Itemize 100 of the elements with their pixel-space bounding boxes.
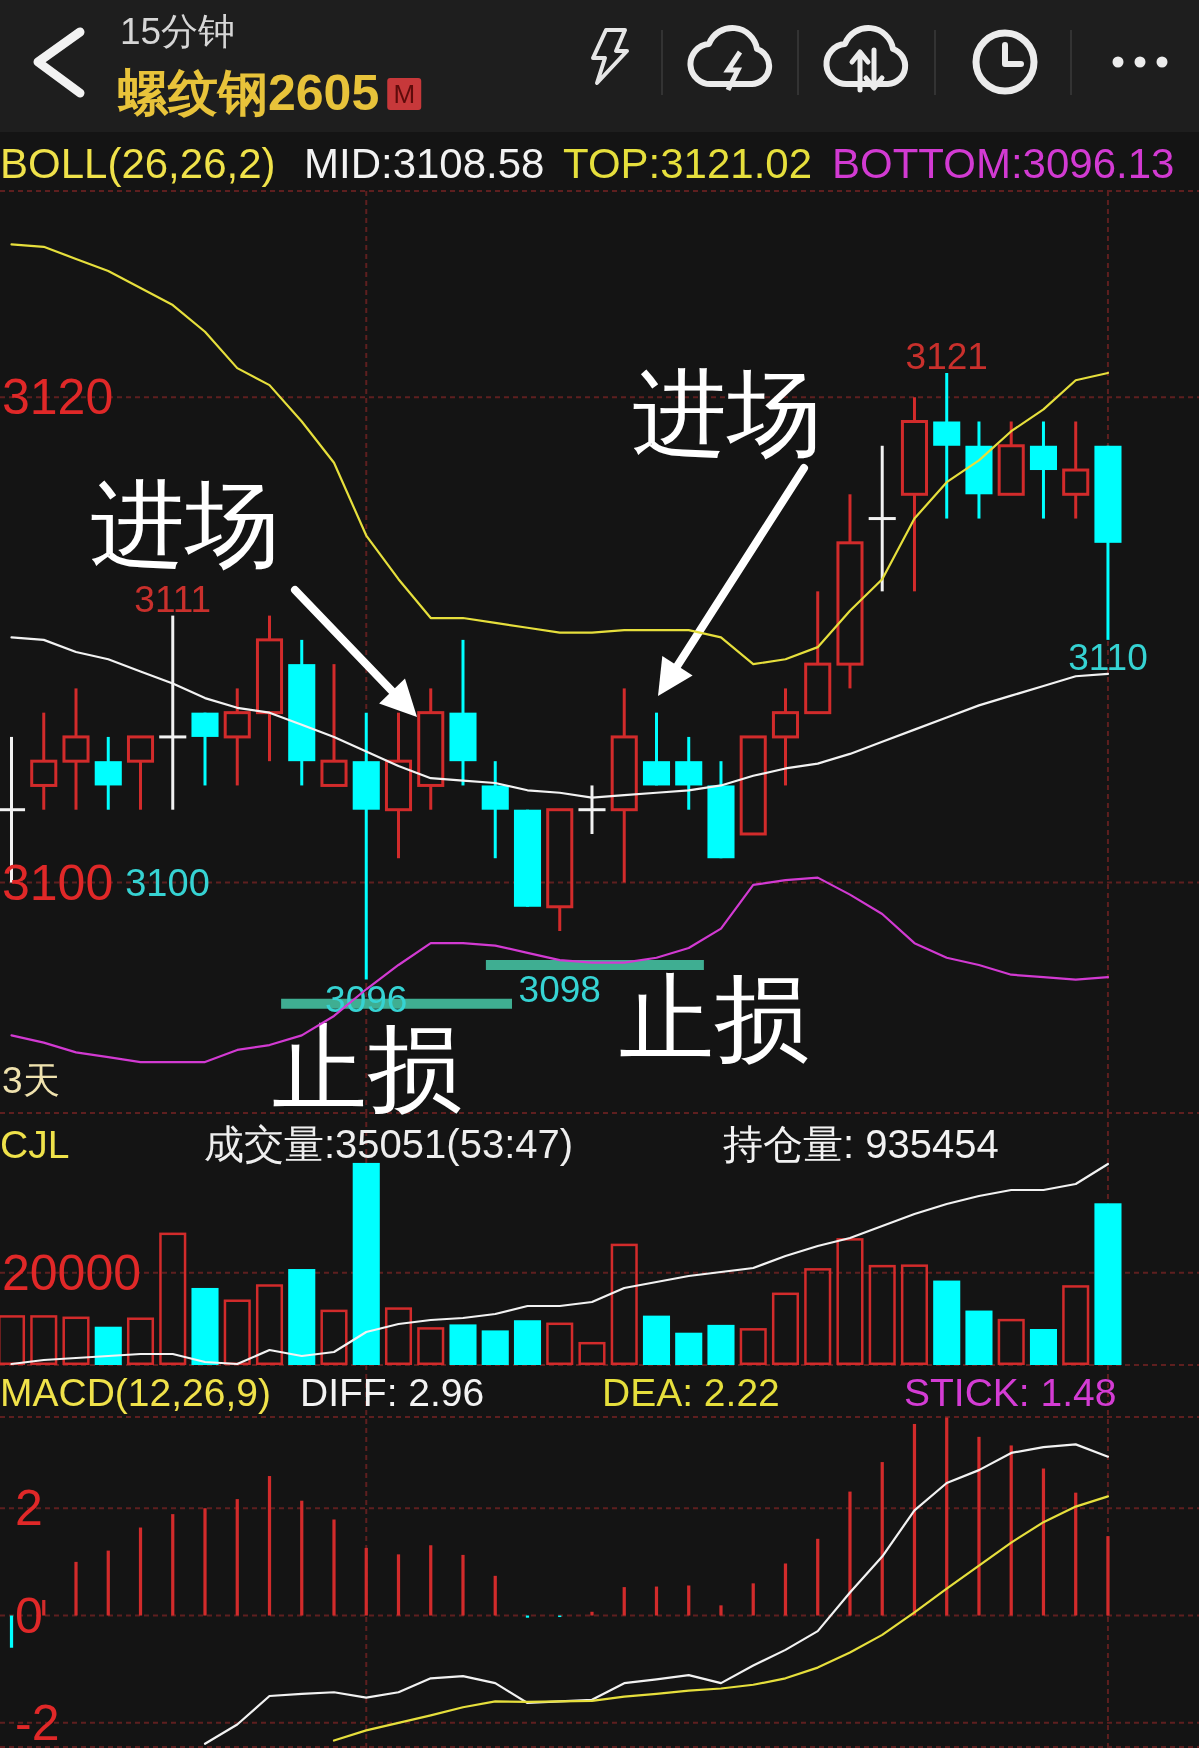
- annotation: 3天: [2, 1060, 60, 1101]
- chart-title: 螺纹钢2605: [117, 65, 380, 121]
- bar: [1062, 1285, 1090, 1365]
- bar: [255, 1284, 284, 1365]
- bar: [1094, 1203, 1122, 1365]
- bar: [203, 1508, 207, 1616]
- candlestick: [610, 688, 638, 883]
- bar: [1074, 1492, 1078, 1616]
- bar: [138, 1527, 143, 1616]
- candlestick: [771, 688, 800, 786]
- y-tick-label: 3100: [2, 854, 114, 911]
- bar: [384, 1307, 413, 1365]
- bar: [288, 1269, 316, 1365]
- annotation: 进场: [90, 471, 280, 577]
- candlestick: [804, 591, 832, 715]
- bar: [396, 1554, 401, 1616]
- ref-line-label: 止损: [619, 965, 809, 1071]
- candlestick: [223, 688, 251, 786]
- series-label: 持仓量: 935454: [723, 1122, 999, 1166]
- annotation: 3098: [518, 968, 601, 1010]
- bar: [429, 1545, 433, 1616]
- bar: [868, 1264, 896, 1365]
- bar: [191, 1287, 219, 1365]
- legend-title: MACD(12,26,9): [0, 1371, 271, 1414]
- bar: [977, 1436, 981, 1616]
- bar: [654, 1586, 659, 1616]
- bar: [62, 1316, 90, 1365]
- bar: [997, 1318, 1025, 1365]
- bar: [687, 1585, 691, 1616]
- annotation: 3111: [134, 578, 212, 620]
- bar: [1009, 1445, 1013, 1616]
- bar: [675, 1332, 703, 1365]
- candlestick: [997, 421, 1025, 496]
- bar: [771, 1292, 800, 1365]
- candlestick: [1062, 421, 1090, 519]
- candlestick: [868, 444, 896, 592]
- bar: [300, 1500, 304, 1616]
- bar: [74, 1561, 78, 1616]
- bar: [235, 1499, 239, 1616]
- text: MID:3108.58: [304, 140, 545, 187]
- bar: [912, 1423, 917, 1616]
- bar: [590, 1611, 594, 1616]
- legend-title: BOLL(26,26,2): [0, 140, 276, 187]
- bar: [42, 1599, 46, 1616]
- candlestick: [384, 712, 413, 860]
- y-tick-label: 20000: [2, 1244, 142, 1301]
- text: DEA: 2.22: [602, 1371, 780, 1414]
- y-tick-label: 2: [15, 1480, 43, 1537]
- bar: [493, 1575, 497, 1616]
- bar: [126, 1317, 155, 1365]
- annotation: 3100: [125, 861, 210, 904]
- bar: [836, 1238, 864, 1366]
- bar: [707, 1324, 735, 1365]
- bar: [332, 1519, 336, 1616]
- bar: [159, 1232, 187, 1365]
- chart-subtitle: 15分钟: [120, 11, 236, 52]
- bar: [642, 1315, 671, 1365]
- candlestick: [739, 735, 767, 836]
- bar: [30, 1315, 58, 1365]
- bar: [610, 1243, 638, 1365]
- bar: [578, 1341, 606, 1365]
- bar: [449, 1324, 477, 1365]
- bar: [9, 1615, 14, 1648]
- bar: [783, 1563, 788, 1616]
- candlestick: [417, 688, 445, 810]
- bar: [1041, 1468, 1046, 1616]
- candlestick: [836, 494, 864, 689]
- bar: [461, 1554, 465, 1616]
- bar: [751, 1583, 755, 1616]
- bar: [622, 1587, 626, 1616]
- annotation: 进场: [632, 360, 822, 466]
- bar: [816, 1538, 820, 1616]
- line-series: [332, 1495, 1110, 1742]
- bar: [965, 1310, 993, 1365]
- candlestick: [546, 808, 574, 932]
- candlestick: [62, 688, 90, 810]
- text: DIFF: 2.96: [300, 1371, 485, 1414]
- annotation: 成交量:35051(53:47): [204, 1122, 574, 1166]
- bar: [106, 1550, 110, 1616]
- candlestick: [255, 615, 284, 763]
- ref-line-label: 止损: [272, 1015, 462, 1121]
- y-tick-label: 0: [15, 1587, 43, 1644]
- bar: [848, 1491, 852, 1616]
- y-tick-label: -2: [15, 1694, 60, 1748]
- candlestick: [320, 664, 348, 787]
- text: BOTTOM:3096.13: [832, 140, 1175, 187]
- text: TOP:3121.02: [563, 140, 813, 187]
- bar: [1106, 1536, 1110, 1616]
- bar: [1029, 1329, 1058, 1365]
- bar: [320, 1309, 348, 1365]
- candlestick: [126, 735, 155, 810]
- bar: [171, 1514, 175, 1616]
- text: M: [393, 79, 416, 109]
- bar: [481, 1330, 509, 1365]
- bar: [364, 1547, 368, 1616]
- bar: [513, 1320, 542, 1365]
- bar: [546, 1322, 574, 1365]
- bar: [900, 1264, 929, 1365]
- annotation: 3121: [905, 335, 988, 377]
- text: STICK: 1.48: [904, 1371, 1117, 1414]
